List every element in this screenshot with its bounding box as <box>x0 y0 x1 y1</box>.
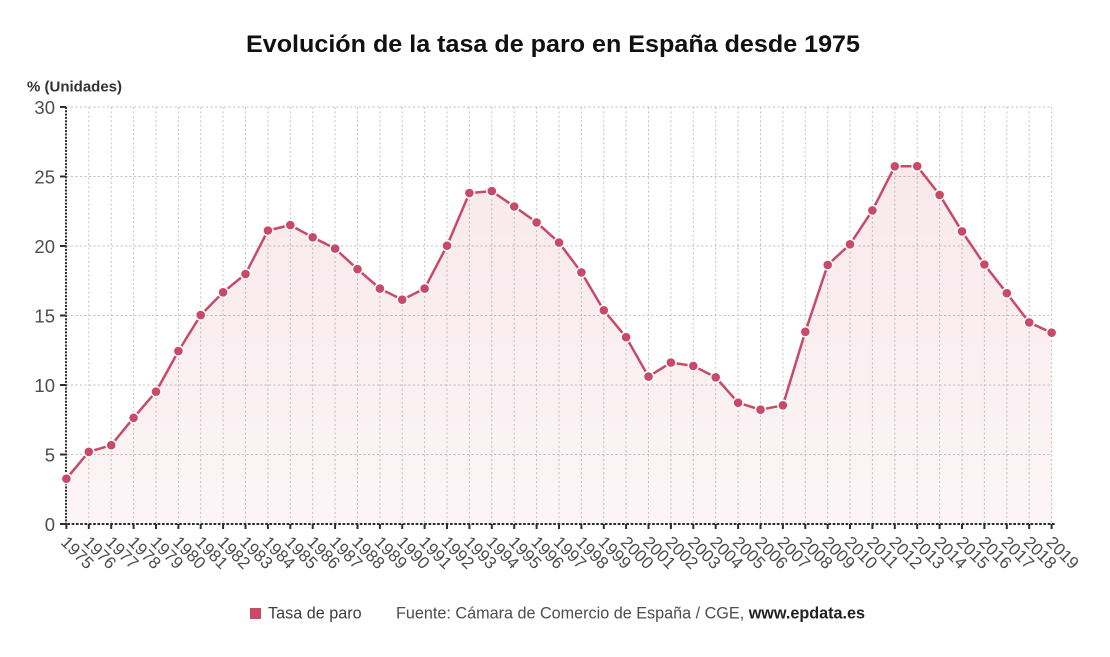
svg-text:5: 5 <box>45 444 55 465</box>
svg-text:15: 15 <box>34 305 55 326</box>
svg-text:0: 0 <box>45 514 55 535</box>
svg-text:25: 25 <box>34 166 55 187</box>
svg-text:% (Unidades): % (Unidades) <box>27 79 122 96</box>
svg-text:Evolución de la tasa de paro e: Evolución de la tasa de paro en España d… <box>246 31 860 58</box>
svg-text:10: 10 <box>34 375 55 396</box>
svg-text:30: 30 <box>34 97 55 118</box>
svg-text:20: 20 <box>34 236 55 257</box>
svg-text:Tasa de paro: Tasa de paro <box>268 605 362 623</box>
svg-text:Fuente: Cámara de Comercio de: Fuente: Cámara de Comercio de España / C… <box>396 605 865 623</box>
